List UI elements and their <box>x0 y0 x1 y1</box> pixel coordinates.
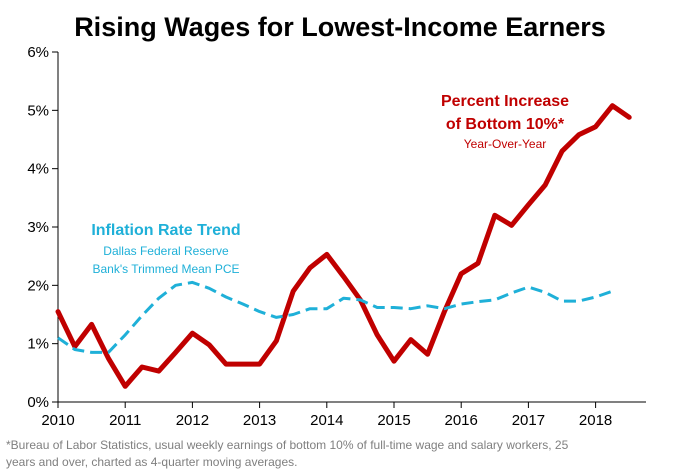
x-tick-label: 2012 <box>176 412 209 429</box>
x-tick-label: 2011 <box>109 412 141 429</box>
x-tick-label: 2018 <box>579 412 612 429</box>
inflation-annotation-line1: Dallas Federal Reserve <box>103 244 229 258</box>
y-tick-label: 3% <box>27 219 49 236</box>
x-tick-label: 2016 <box>445 412 478 429</box>
x-tick-label: 2017 <box>512 412 545 429</box>
y-tick-label: 1% <box>27 336 49 353</box>
series-layer <box>55 103 632 389</box>
y-axis: 0% 1% 2% 3% 4% 5% 6% <box>27 44 59 411</box>
footnote-line2: years and over, charted as 4-quarter mov… <box>6 455 298 469</box>
wage-series-line <box>55 103 632 389</box>
wage-annotation-subtitle: Year-Over-Year <box>464 137 547 151</box>
x-tick-label: 2014 <box>310 412 343 429</box>
footnote-line1: *Bureau of Labor Statistics, usual weekl… <box>6 438 569 452</box>
inflation-annotation-line2: Bank's Trimmed Mean PCE <box>92 262 239 276</box>
y-tick-label: 0% <box>27 394 49 411</box>
wage-annotation-line2: of Bottom 10%* <box>446 116 565 133</box>
wage-annotation-line1: Percent Increase <box>441 93 569 110</box>
x-axis: 2010 2011 2012 2013 2014 2015 2016 2017 2018 <box>41 401 646 429</box>
y-tick-label: 4% <box>27 161 49 178</box>
y-tick-label: 6% <box>27 44 49 61</box>
x-tick-label: 2013 <box>243 412 276 429</box>
chart-title: Rising Wages for Lowest-Income Earners <box>74 12 606 42</box>
inflation-series-line <box>57 280 613 354</box>
x-tick-label: 2010 <box>41 412 74 429</box>
inflation-annotation-title: Inflation Rate Trend <box>91 222 240 239</box>
x-tick-label: 2015 <box>377 412 410 429</box>
y-tick-label: 2% <box>27 277 49 294</box>
y-tick-label: 5% <box>27 102 49 119</box>
